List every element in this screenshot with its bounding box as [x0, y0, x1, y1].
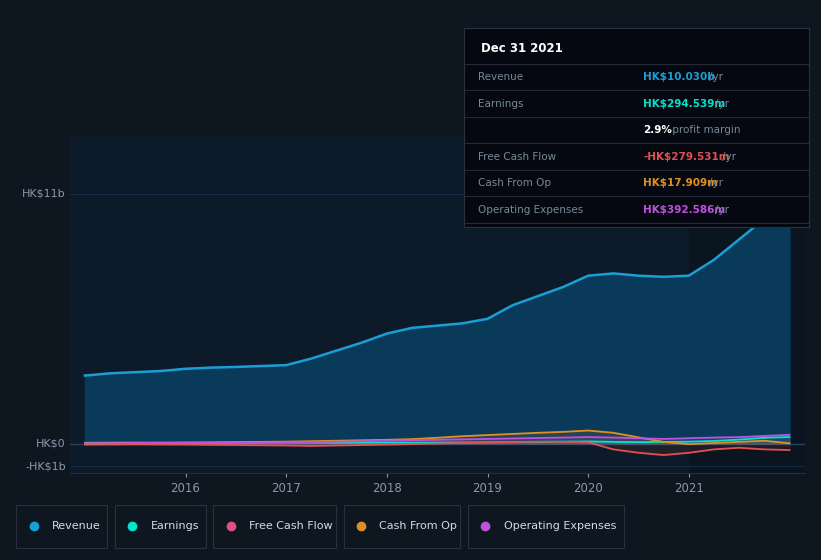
- Text: /yr: /yr: [709, 178, 722, 188]
- Text: -HK$1b: -HK$1b: [25, 461, 66, 472]
- Text: 2.9%: 2.9%: [643, 125, 672, 135]
- Text: Operating Expenses: Operating Expenses: [503, 521, 616, 531]
- Text: HK$17.909m: HK$17.909m: [643, 178, 718, 188]
- Text: Dec 31 2021: Dec 31 2021: [481, 42, 563, 55]
- FancyBboxPatch shape: [343, 505, 460, 548]
- FancyBboxPatch shape: [115, 505, 205, 548]
- Text: Cash From Op: Cash From Op: [379, 521, 456, 531]
- Text: HK$392.586m: HK$392.586m: [643, 204, 726, 214]
- Text: HK$294.539m: HK$294.539m: [643, 99, 726, 109]
- FancyBboxPatch shape: [213, 505, 336, 548]
- Text: /yr: /yr: [722, 152, 736, 161]
- Text: Free Cash Flow: Free Cash Flow: [478, 152, 556, 161]
- Text: Free Cash Flow: Free Cash Flow: [249, 521, 333, 531]
- Text: Operating Expenses: Operating Expenses: [478, 204, 583, 214]
- Text: HK$0: HK$0: [36, 438, 66, 449]
- Bar: [689, 137, 805, 473]
- Text: profit margin: profit margin: [669, 125, 741, 135]
- Text: HK$11b: HK$11b: [22, 189, 66, 199]
- Text: Revenue: Revenue: [52, 521, 101, 531]
- Text: /yr: /yr: [715, 99, 729, 109]
- Text: /yr: /yr: [715, 204, 729, 214]
- Text: -HK$279.531m: -HK$279.531m: [643, 152, 730, 161]
- Text: Revenue: Revenue: [478, 72, 523, 82]
- Text: /yr: /yr: [709, 72, 722, 82]
- Text: HK$10.030b: HK$10.030b: [643, 72, 715, 82]
- FancyBboxPatch shape: [468, 505, 624, 548]
- Text: Earnings: Earnings: [478, 99, 523, 109]
- Text: Cash From Op: Cash From Op: [478, 178, 551, 188]
- Text: Earnings: Earnings: [150, 521, 199, 531]
- FancyBboxPatch shape: [16, 505, 107, 548]
